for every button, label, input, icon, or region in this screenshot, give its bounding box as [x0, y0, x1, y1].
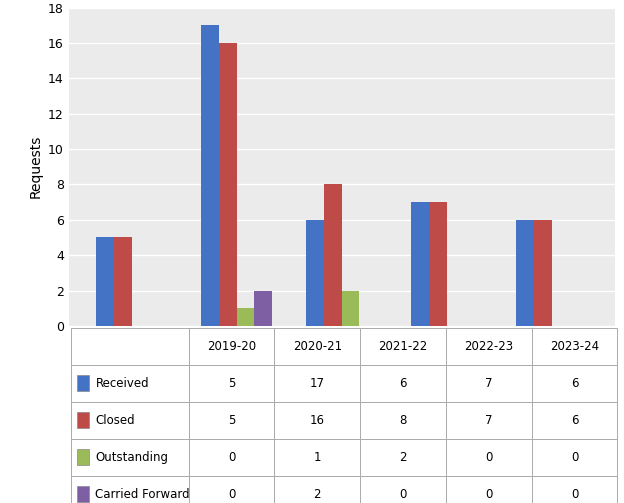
Text: 0: 0 — [485, 487, 492, 500]
Bar — [275, 476, 360, 503]
Bar — [446, 476, 532, 503]
Text: 5: 5 — [228, 413, 235, 427]
Text: 2: 2 — [399, 451, 407, 464]
Bar — [188, 439, 275, 476]
Text: 0: 0 — [399, 487, 407, 500]
Text: 6: 6 — [399, 377, 407, 390]
Bar — [188, 327, 275, 365]
Text: Carried Forward: Carried Forward — [95, 487, 190, 500]
Text: 6: 6 — [571, 413, 578, 427]
Text: Outstanding: Outstanding — [95, 451, 168, 464]
Bar — [71, 476, 188, 503]
Text: Received: Received — [95, 377, 149, 390]
Bar — [71, 439, 188, 476]
Text: 0: 0 — [571, 451, 578, 464]
Bar — [532, 439, 617, 476]
Bar — [77, 449, 89, 465]
Bar — [114, 237, 132, 326]
Bar — [275, 365, 360, 401]
Bar — [532, 327, 617, 365]
Text: 7: 7 — [485, 377, 492, 390]
Text: 2019-20: 2019-20 — [207, 340, 256, 353]
Text: 2022-23: 2022-23 — [464, 340, 514, 353]
Bar — [275, 401, 360, 439]
Bar — [71, 401, 188, 439]
Bar — [96, 237, 114, 326]
Bar — [77, 375, 89, 391]
Text: 0: 0 — [228, 487, 235, 500]
Text: 1: 1 — [314, 451, 321, 464]
Bar — [219, 43, 236, 326]
Bar — [188, 365, 275, 401]
Bar — [446, 439, 532, 476]
Text: 16: 16 — [310, 413, 325, 427]
Legend:  — [597, 15, 608, 26]
Bar — [411, 202, 429, 326]
Text: 0: 0 — [485, 451, 492, 464]
Bar — [532, 476, 617, 503]
Bar — [77, 412, 89, 428]
Bar — [236, 308, 255, 326]
Text: 17: 17 — [310, 377, 325, 390]
Y-axis label: Requests: Requests — [28, 135, 42, 198]
Bar — [360, 401, 446, 439]
Bar — [275, 327, 360, 365]
Text: 2023-24: 2023-24 — [550, 340, 599, 353]
Bar — [188, 476, 275, 503]
Text: 5: 5 — [228, 377, 235, 390]
Text: 0: 0 — [228, 451, 235, 464]
Bar — [255, 291, 272, 326]
Text: 8: 8 — [399, 413, 407, 427]
Bar — [275, 439, 360, 476]
Bar — [342, 291, 359, 326]
Text: 2021-22: 2021-22 — [378, 340, 427, 353]
Bar — [446, 327, 532, 365]
Bar — [71, 365, 188, 401]
Bar — [77, 486, 89, 502]
Bar — [534, 220, 552, 326]
Text: 2: 2 — [314, 487, 321, 500]
Bar — [324, 185, 342, 326]
Bar — [201, 25, 219, 326]
Bar — [360, 327, 446, 365]
Bar — [516, 220, 534, 326]
Bar — [429, 202, 447, 326]
Text: 2020-21: 2020-21 — [293, 340, 342, 353]
Text: 7: 7 — [485, 413, 492, 427]
Bar — [532, 365, 617, 401]
Bar — [446, 365, 532, 401]
Bar — [360, 476, 446, 503]
Bar — [71, 327, 188, 365]
Bar — [306, 220, 324, 326]
Bar — [532, 401, 617, 439]
Bar — [446, 401, 532, 439]
Text: Closed: Closed — [95, 413, 135, 427]
Bar — [360, 439, 446, 476]
Bar — [188, 401, 275, 439]
Text: 6: 6 — [571, 377, 578, 390]
Bar — [360, 365, 446, 401]
Text: 0: 0 — [571, 487, 578, 500]
